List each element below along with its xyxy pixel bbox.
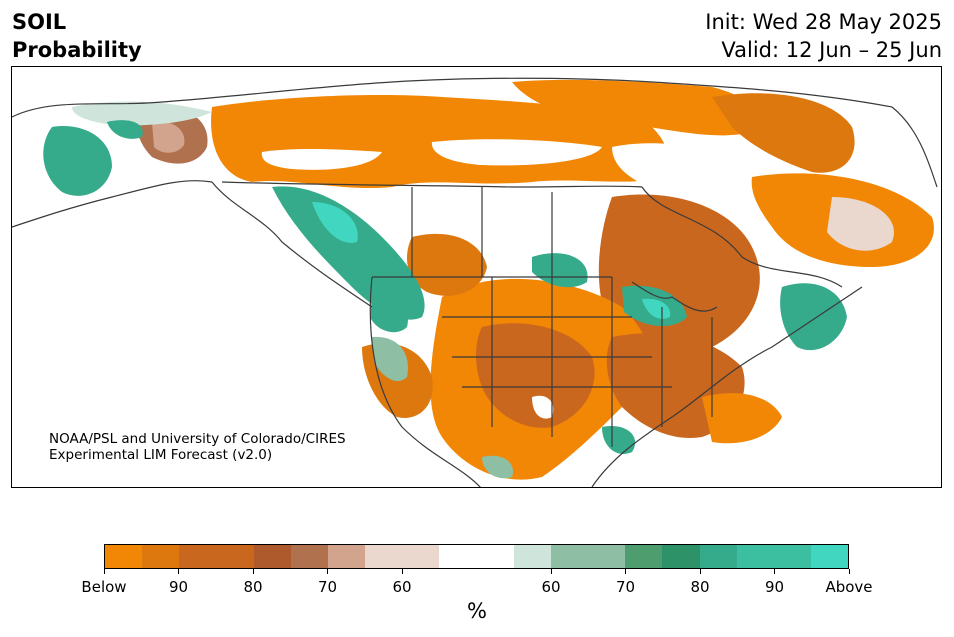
colorbar-tick — [103, 569, 105, 574]
colorbar-tick — [774, 569, 775, 574]
above-normal-shading — [43, 101, 847, 479]
colorbar-tick-label: 90 — [764, 578, 785, 596]
colorbar-segment — [550, 545, 589, 568]
probability-map — [12, 77, 938, 487]
colorbar-segment — [662, 545, 700, 568]
forecast-dates: Init: Wed 28 May 2025 Valid: 12 Jun – 25… — [705, 8, 942, 64]
probability-colorbar — [104, 544, 849, 569]
colorbar-tick — [327, 569, 328, 574]
colorbar-segment — [179, 545, 217, 568]
colorbar-segment — [402, 545, 440, 568]
colorbar-tick-label: 70 — [317, 578, 338, 596]
map-title: SOIL Probability — [12, 8, 142, 64]
colorbar-tick-label: Below — [81, 578, 127, 596]
colorbar-segment — [588, 545, 626, 568]
colorbar-tick — [178, 569, 179, 574]
colorbar-segment — [625, 545, 663, 568]
colorbar-segment — [253, 545, 291, 568]
colorbar-tick-label: 60 — [392, 578, 412, 596]
colorbar-tick-label: Above — [825, 578, 873, 596]
colorbar-tick — [848, 569, 850, 574]
colorbar-segment — [699, 545, 737, 568]
colorbar-tick-label: 70 — [615, 578, 636, 596]
colorbar-tick — [401, 569, 403, 574]
colorbar-segment — [736, 545, 774, 568]
colorbar-tick-label: 90 — [168, 578, 189, 596]
near-normal-gaps — [261, 139, 742, 419]
probability-label: Probability — [12, 38, 142, 62]
credit-line-2: Experimental LIM Forecast (v2.0) — [49, 447, 273, 463]
colorbar-tick — [252, 569, 254, 574]
colorbar-tick-label: 80 — [690, 578, 710, 596]
colorbar-segment — [810, 545, 849, 568]
init-date: Init: Wed 28 May 2025 — [705, 10, 942, 34]
colorbar-segment — [365, 545, 403, 568]
colorbar-segment — [773, 545, 811, 568]
colorbar-segment — [142, 545, 180, 568]
colorbar-tick — [625, 569, 626, 574]
map-panel — [11, 66, 942, 488]
colorbar-tick-label: 60 — [541, 578, 561, 596]
colorbar-tick — [550, 569, 552, 574]
colorbar-tick-label: 80 — [243, 578, 263, 596]
colorbar-segment — [327, 545, 366, 568]
below-normal-shading — [136, 79, 934, 480]
colorbar-segment — [216, 545, 254, 568]
colorbar-segment — [105, 545, 143, 568]
colorbar-segment — [290, 545, 328, 568]
colorbar-tick — [699, 569, 701, 574]
colorbar-segment — [476, 545, 514, 568]
colorbar-unit: % — [467, 599, 487, 623]
colorbar-segment — [439, 545, 477, 568]
variable-label: SOIL — [12, 10, 67, 34]
colorbar-segment — [513, 545, 551, 568]
valid-range: Valid: 12 Jun – 25 Jun — [721, 38, 942, 62]
credit-line-1: NOAA/PSL and University of Colorado/CIRE… — [49, 431, 346, 447]
credit-text: NOAA/PSL and University of Colorado/CIRE… — [49, 431, 346, 463]
map-boundaries — [12, 77, 938, 487]
